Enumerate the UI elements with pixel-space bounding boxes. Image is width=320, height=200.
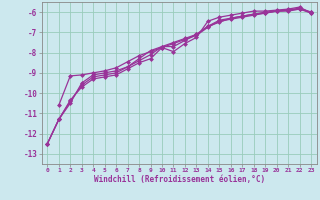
X-axis label: Windchill (Refroidissement éolien,°C): Windchill (Refroidissement éolien,°C)	[94, 175, 265, 184]
